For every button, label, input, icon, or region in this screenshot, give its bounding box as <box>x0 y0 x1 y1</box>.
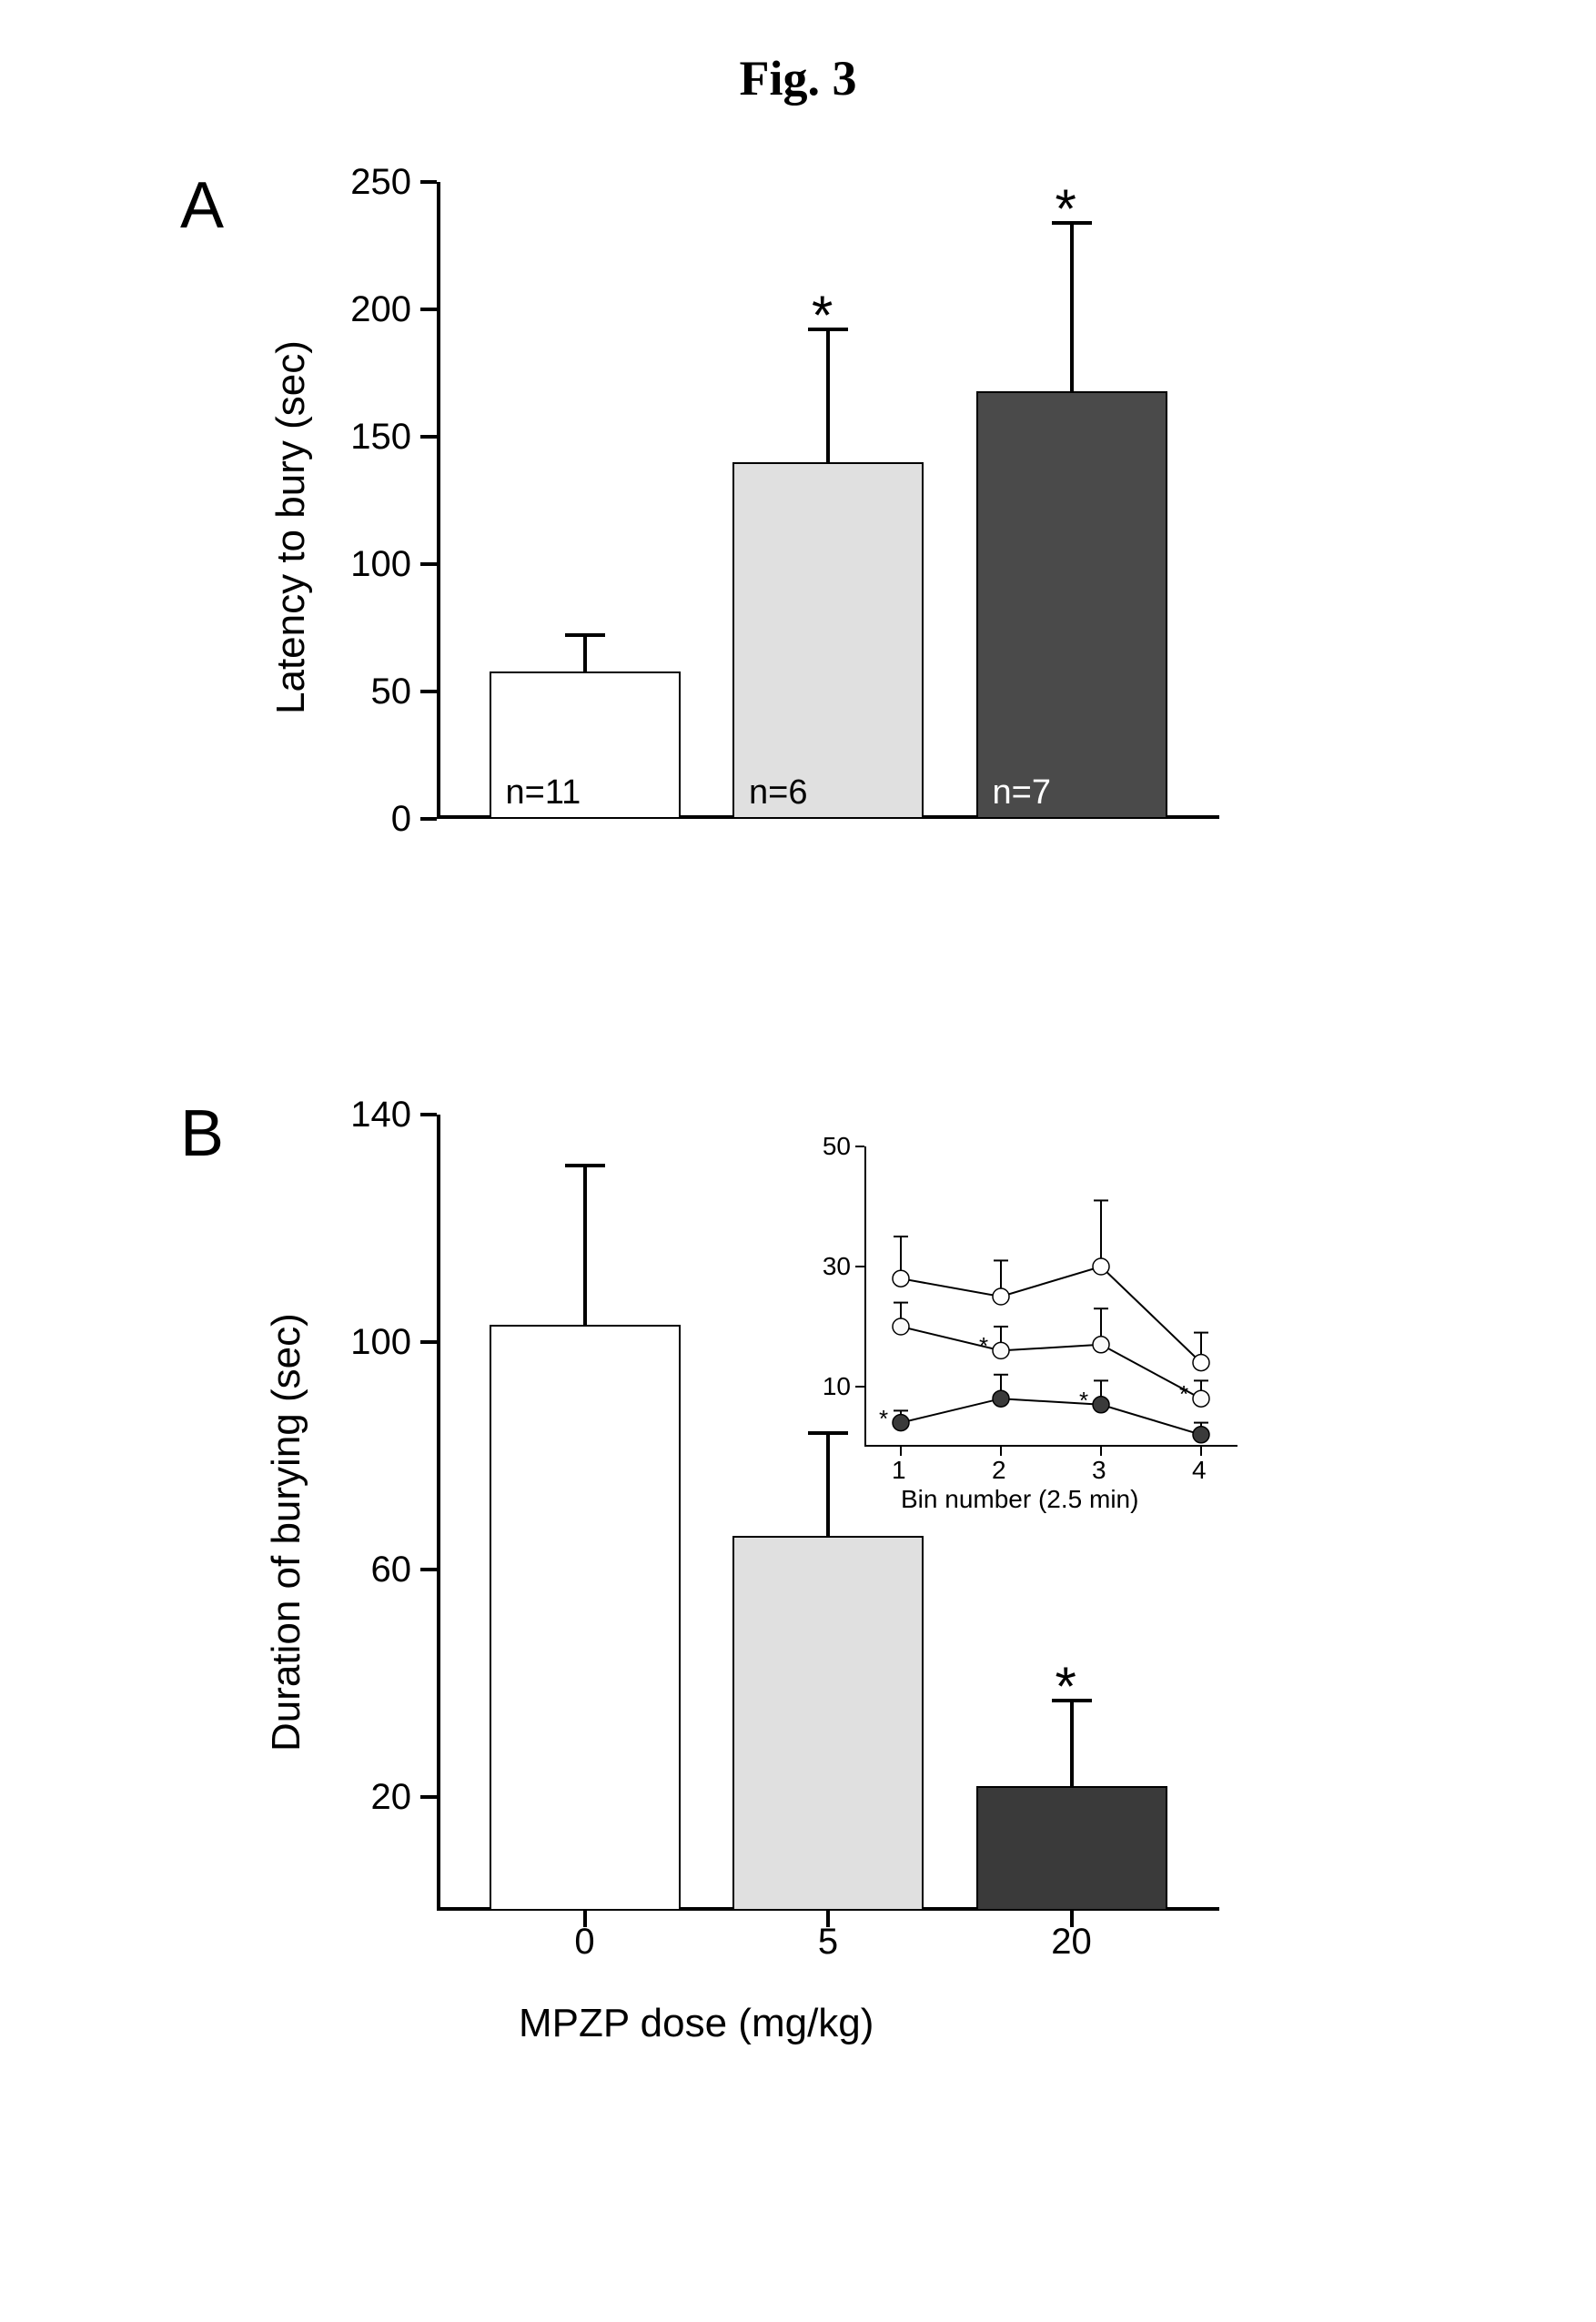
y-tick-label: 50 <box>329 671 411 712</box>
inset-asterisk: * <box>979 1332 988 1360</box>
chart-b-xlabel: MPZP dose (mg/kg) <box>519 2001 874 2046</box>
bar <box>976 1786 1167 1912</box>
n-label: n=11 <box>506 773 581 813</box>
y-tick-label: 0 <box>329 799 411 840</box>
inset-chart: 1030501234Bin number (2.5 min)**** <box>801 1146 1237 1524</box>
inset-asterisk: * <box>1079 1387 1088 1415</box>
panel-b-label: B <box>180 1096 224 1171</box>
x-tick-label: 20 <box>976 1922 1167 1963</box>
chart-b-ylabel: Duration of burying (sec) <box>264 1287 309 1752</box>
panel-a-label: A <box>180 168 224 243</box>
significance-asterisk: * <box>812 284 833 347</box>
y-tick-label: 100 <box>329 1322 411 1363</box>
y-tick-label: 150 <box>329 417 411 458</box>
y-tick-label: 250 <box>329 162 411 203</box>
chart-a: 050100150200250n=11*n=6*n=7 <box>328 182 1219 873</box>
n-label: n=6 <box>749 773 807 813</box>
y-tick-label: 140 <box>329 1095 411 1136</box>
bar <box>732 462 924 819</box>
significance-asterisk: * <box>1056 1655 1076 1718</box>
significance-asterisk: * <box>1056 177 1076 240</box>
n-label: n=7 <box>993 773 1051 813</box>
y-tick-label: 20 <box>329 1777 411 1818</box>
bar <box>732 1536 924 1912</box>
y-tick-label: 100 <box>329 544 411 585</box>
inset-asterisk: * <box>879 1405 888 1433</box>
x-tick-label: 0 <box>490 1922 681 1963</box>
x-tick-label: 5 <box>732 1922 924 1963</box>
figure-title: Fig. 3 <box>740 50 857 106</box>
inset-asterisk: * <box>1179 1380 1188 1408</box>
y-tick-label: 200 <box>329 289 411 330</box>
bar <box>976 391 1167 819</box>
bar <box>490 1325 681 1911</box>
chart-a-ylabel: Latency to bury (sec) <box>268 314 314 714</box>
y-tick-label: 60 <box>329 1550 411 1590</box>
